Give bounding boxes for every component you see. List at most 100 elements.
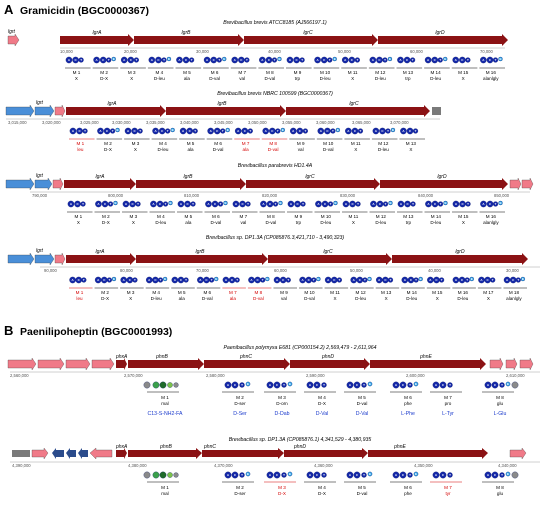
domain-circle <box>122 200 130 208</box>
domain-circle <box>439 277 445 283</box>
domain-circle <box>272 201 279 207</box>
domain-circle <box>498 200 503 206</box>
domain-letter: A <box>399 58 402 62</box>
module-substrate: D-val <box>264 76 275 81</box>
module-substrate: X <box>436 296 439 301</box>
domain-letter: A <box>151 58 154 62</box>
domain-letter: C <box>130 58 133 62</box>
gene-arrow-lgra <box>66 105 166 117</box>
module-id: M 6 <box>212 214 220 219</box>
module-substrate: mal <box>161 491 168 496</box>
domain-letter: C <box>442 383 445 387</box>
phxa-gene-arrow <box>116 358 127 370</box>
domain-circle <box>277 56 282 62</box>
domain-letter: T <box>323 473 325 477</box>
coord-tick: 4,380,000 <box>128 463 147 468</box>
domain-circle <box>67 200 75 208</box>
organism-label: Brevibacillus sp. DP1.3A (CP085876.1) 4,… <box>229 437 372 443</box>
domain-letter: T <box>360 129 362 133</box>
domain-circle <box>439 471 447 479</box>
domain-letter: C <box>241 202 244 206</box>
domain-letter: C <box>102 58 105 62</box>
domain-letter: E <box>279 201 281 205</box>
domain-letter: E <box>289 472 291 476</box>
module-id: M 7 <box>229 290 237 295</box>
domain-circle <box>115 127 120 133</box>
domain-letter: T <box>283 473 285 477</box>
coord-tick: 3,055,000 <box>282 120 301 125</box>
domain-circle <box>152 381 160 389</box>
domain-circle <box>407 472 413 478</box>
domain-letter: A <box>487 473 490 477</box>
domain-letter: T <box>441 278 443 282</box>
domain-letter: C <box>180 278 183 282</box>
domain-letter: E <box>507 382 509 386</box>
domain-letter: C <box>402 383 405 387</box>
domain-letter: A <box>269 473 272 477</box>
domain-letter: C <box>326 129 329 133</box>
gene-label: lgrB <box>218 101 228 107</box>
domain-circle <box>413 277 419 283</box>
domain-circle <box>392 471 400 479</box>
module-substrate: trp <box>406 220 412 225</box>
coord-tick: 40,000 <box>428 268 441 273</box>
coord-tick: 850,000 <box>494 193 510 198</box>
domain-circle <box>492 57 499 63</box>
module-substrate: alanlgly <box>483 220 499 225</box>
domain-circle <box>222 56 227 62</box>
cluster-a3: Brevibacillus parabrevis HD1.4A lgrt lgr… <box>5 163 534 225</box>
gene-label: lgrA <box>93 30 103 36</box>
module-id: M 6 <box>211 70 219 75</box>
domain-letter: C <box>296 202 299 206</box>
domain-letter: A <box>506 278 509 282</box>
gene-label: lgrC <box>323 249 333 255</box>
accessory-gene-box <box>12 450 30 457</box>
domain-letter: A <box>455 278 458 282</box>
domain-letter: T <box>449 473 451 477</box>
domain-circle <box>480 200 487 208</box>
domain-letter: E <box>334 201 336 205</box>
gene-arrow-lgrc <box>268 253 392 265</box>
domain-letter: T <box>466 278 468 282</box>
gene-arrow-lgrc <box>246 178 380 190</box>
module-substrate: leu <box>77 147 84 152</box>
domain-circle <box>173 382 179 388</box>
gene-label: lgrt <box>36 100 44 106</box>
domain-letter: A <box>148 278 151 282</box>
module-substrate: val <box>240 220 246 225</box>
domain-letter: T <box>83 278 85 282</box>
domain-circle <box>111 276 117 282</box>
domain-letter: T <box>467 58 469 62</box>
coord-tick: 2,570,000 <box>124 373 143 378</box>
gene-label: lgrt <box>36 173 44 179</box>
domain-letter: E <box>369 382 371 386</box>
domain-letter: T <box>364 278 366 282</box>
domain-letter: E <box>444 57 446 61</box>
domain-circle <box>231 56 238 64</box>
product-substrate-label: D-Ser <box>233 411 247 417</box>
product-substrate-label: D-Dab <box>275 411 290 417</box>
module-substrate: X <box>129 296 132 301</box>
domain-letter: T <box>390 278 392 282</box>
module-id: M 3 <box>130 214 138 219</box>
domain-circle <box>216 57 222 63</box>
gene-label: lgrD <box>435 30 445 36</box>
domain-letter: A <box>210 129 213 133</box>
domain-circle <box>465 57 471 63</box>
domain-letter: T <box>135 58 137 62</box>
domain-letter: C <box>434 202 437 206</box>
domain-circle <box>355 201 361 207</box>
domain-letter: C <box>333 278 336 282</box>
module-substrate: D-leu <box>355 296 366 301</box>
domain-circle <box>82 128 88 134</box>
gene-arrow-phnc <box>202 448 284 459</box>
domain-letter: T <box>313 278 315 282</box>
domain-letter: E <box>522 277 524 281</box>
domain-letter: A <box>237 129 240 133</box>
domain-letter: T <box>137 202 139 206</box>
module-id: M 2 <box>236 485 244 490</box>
domain-letter: T <box>108 58 110 62</box>
domain-letter: T <box>84 129 86 133</box>
module-substrate: leu <box>76 296 83 301</box>
